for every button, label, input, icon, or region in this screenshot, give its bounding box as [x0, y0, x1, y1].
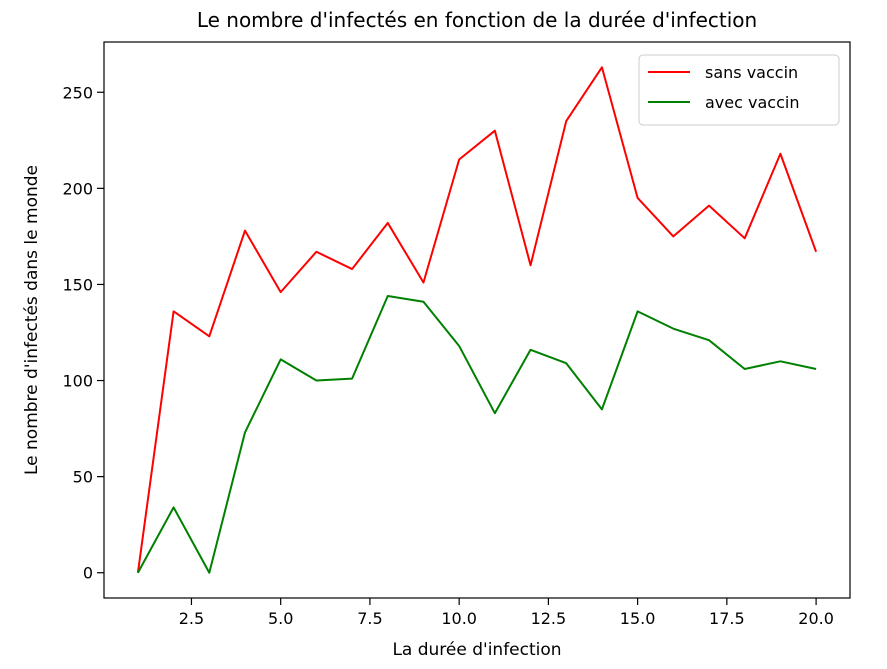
x-tick-label: 10.0 — [441, 609, 477, 628]
plot-area — [136, 66, 818, 574]
series-points-sans-vaccin — [138, 67, 816, 573]
series-line-avec-vaccin — [137, 294, 817, 574]
y-tick-label: 150 — [62, 275, 93, 294]
legend-label-sans-vaccin: sans vaccin — [705, 63, 798, 82]
axes-frame — [103, 41, 851, 599]
legend-label-avec-vaccin: avec vaccin — [705, 93, 799, 112]
legend: sans vaccin avec vaccin — [638, 54, 840, 126]
y-axis: 0 50 100 150 200 250 — [62, 83, 104, 583]
y-tick-label: 250 — [62, 83, 93, 102]
x-axis: 2.5 5.0 7.5 10.0 12.5 15.0 17.5 20.0 — [179, 598, 834, 628]
x-tick-label: 15.0 — [620, 609, 656, 628]
y-tick-label: 200 — [62, 179, 93, 198]
x-tick-label: 20.0 — [798, 609, 834, 628]
x-tick-label: 17.5 — [709, 609, 745, 628]
y-tick-label: 50 — [73, 468, 93, 487]
x-tick-label: 12.5 — [531, 609, 567, 628]
x-tick-label: 7.5 — [357, 609, 382, 628]
y-tick-label: 100 — [62, 372, 93, 391]
x-tick-label: 5.0 — [268, 609, 293, 628]
series-line-sans-vaccin — [136, 66, 818, 573]
y-tick-label: 0 — [83, 564, 93, 583]
x-tick-label: 2.5 — [179, 609, 204, 628]
chart-title: Le nombre d'infectés en fonction de la d… — [197, 8, 757, 32]
y-axis-label: Le nombre d'infectés dans le monde — [22, 165, 42, 475]
series-points-avec-vaccin — [138, 296, 816, 573]
x-axis-label: La durée d'infection — [392, 640, 561, 660]
